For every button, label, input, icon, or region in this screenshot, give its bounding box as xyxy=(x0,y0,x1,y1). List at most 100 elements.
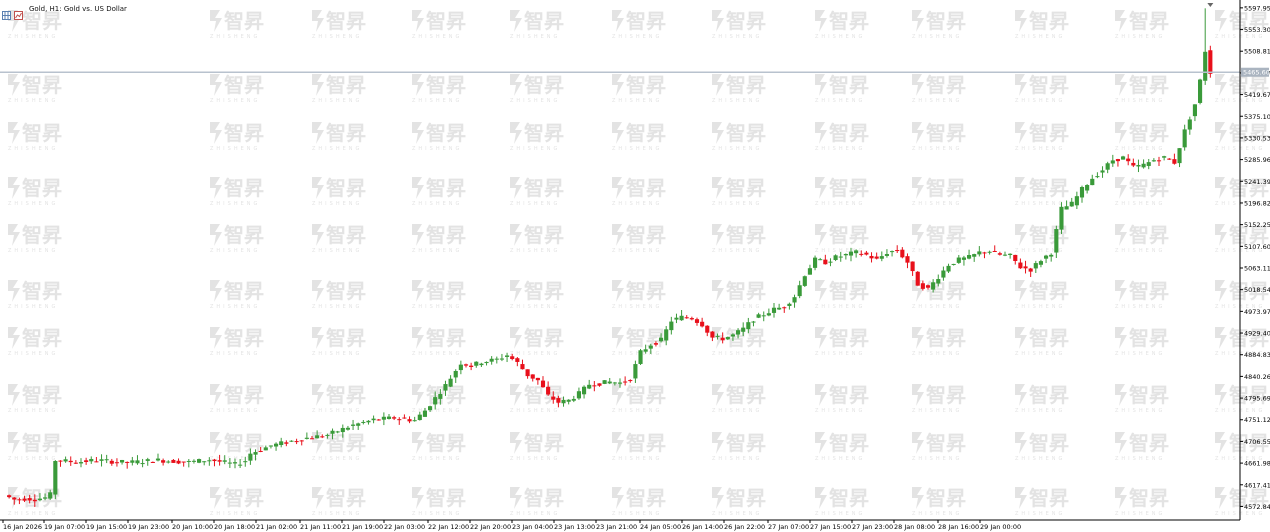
candle xyxy=(982,251,987,259)
candle xyxy=(1079,185,1085,203)
candle xyxy=(997,251,1002,256)
candle-body xyxy=(556,398,561,403)
candle-body xyxy=(397,419,402,421)
watermark-text: 智昇 xyxy=(224,121,264,145)
candle xyxy=(925,284,931,290)
watermark-subtext: ZHISHENG xyxy=(312,146,362,152)
candle xyxy=(777,303,782,311)
candle-body xyxy=(653,343,658,345)
candle xyxy=(741,322,746,337)
candle-body xyxy=(345,427,350,430)
candle-body xyxy=(941,270,946,278)
watermark-subtext: ZHISHENG xyxy=(912,248,962,254)
chart-title-bar: Gold, H1: Gold vs. US Dollar xyxy=(2,3,127,20)
candle-body xyxy=(777,307,782,310)
candle xyxy=(628,379,633,383)
candle xyxy=(274,442,279,451)
candle-body xyxy=(1136,164,1141,167)
watermark-mark-icon xyxy=(612,280,624,302)
candle xyxy=(1013,254,1018,265)
candle xyxy=(931,279,936,293)
watermark-subtext: ZHISHENG xyxy=(912,34,962,40)
candle-body xyxy=(1023,266,1028,269)
watermark-mark-icon xyxy=(1215,10,1227,32)
watermark-subtext: ZHISHENG xyxy=(815,146,865,152)
candle-body xyxy=(597,383,602,386)
watermark-text: 智昇 xyxy=(224,9,264,33)
candle xyxy=(1141,159,1146,169)
candle xyxy=(27,494,32,504)
watermark-subtext: ZHISHENG xyxy=(210,248,260,254)
watermark-subtext: ZHISHENG xyxy=(1115,201,1165,207)
candle-body xyxy=(925,285,931,288)
candle-body xyxy=(967,255,972,259)
watermark-subtext: ZHISHENG xyxy=(1015,34,1065,40)
candle-body xyxy=(474,361,479,366)
chart-window-icon[interactable] xyxy=(14,5,23,20)
watermark-layer: 智昇ZHISHENG智昇ZHISHENG智昇ZHISHENG智昇ZHISHENG… xyxy=(8,9,1269,517)
candle-body xyxy=(1187,119,1192,130)
candle-body xyxy=(1002,254,1008,256)
watermark-subtext: ZHISHENG xyxy=(1215,201,1265,207)
candle-body xyxy=(366,420,371,423)
candle-body xyxy=(1008,253,1013,255)
candle-body xyxy=(433,397,438,405)
watermark-subtext: ZHISHENG xyxy=(8,456,58,462)
candle xyxy=(1085,184,1090,194)
y-tick-label: 5553.30 xyxy=(1244,26,1270,34)
chart-shift-marker[interactable] xyxy=(1207,3,1214,7)
watermark-mark-icon xyxy=(412,432,424,454)
watermark-text: 智昇 xyxy=(224,431,264,455)
candle xyxy=(587,379,592,390)
watermark-text: 智昇 xyxy=(22,383,62,407)
watermark-mark-icon xyxy=(712,280,724,302)
candle xyxy=(1044,254,1049,264)
candle-body xyxy=(176,460,181,464)
candle-body xyxy=(884,254,889,256)
watermark-text: 智昇 xyxy=(726,9,766,33)
candle-body xyxy=(484,361,489,364)
watermark-mark-icon xyxy=(912,280,924,302)
watermark-text: 智昇 xyxy=(224,176,264,200)
watermark-text: 智昇 xyxy=(1229,223,1269,247)
candle-body xyxy=(1126,158,1131,162)
watermark-subtext: ZHISHENG xyxy=(1015,351,1065,357)
watermark-subtext: ZHISHENG xyxy=(612,34,662,40)
watermark-subtext: ZHISHENG xyxy=(1215,511,1265,517)
watermark-mark-icon xyxy=(312,327,324,349)
watermark-subtext: ZHISHENG xyxy=(412,408,462,414)
calculator-icon[interactable] xyxy=(2,5,11,20)
candle xyxy=(1131,158,1136,168)
candle-body xyxy=(1100,170,1105,173)
candle xyxy=(217,454,222,466)
candle xyxy=(515,357,520,367)
candle-body xyxy=(700,321,705,327)
y-tick-label: 4973.97 xyxy=(1244,308,1270,316)
candle xyxy=(94,457,99,463)
candle-body xyxy=(813,257,818,268)
x-tick-label: 23 Jan 04:00 xyxy=(512,523,553,531)
watermark-text: 智昇 xyxy=(326,73,366,97)
watermark-text: 智昇 xyxy=(426,176,466,200)
candle xyxy=(289,440,294,442)
watermark-subtext: ZHISHENG xyxy=(712,146,762,152)
candle-body xyxy=(258,450,263,452)
candle-body xyxy=(520,364,525,370)
watermark-text: 智昇 xyxy=(524,176,564,200)
candle-body xyxy=(294,441,299,443)
watermark-text: 智昇 xyxy=(1129,223,1169,247)
watermark-mark-icon xyxy=(510,432,522,454)
candle xyxy=(510,353,515,361)
candle-body xyxy=(628,380,633,382)
watermark-text: 智昇 xyxy=(726,73,766,97)
